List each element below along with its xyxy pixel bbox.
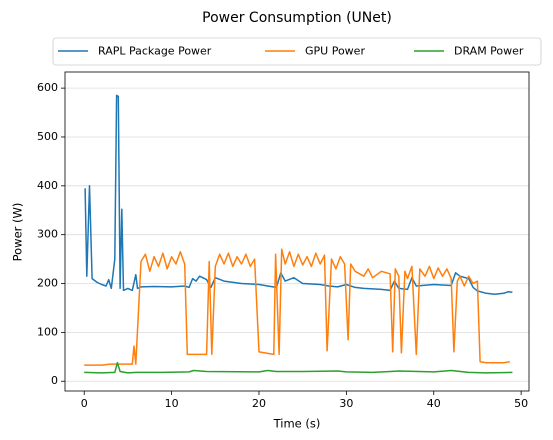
y-tick-label: 500	[37, 130, 58, 143]
x-tick-label: 40	[427, 397, 441, 410]
x-tick-label: 30	[339, 397, 353, 410]
y-tick-label: 0	[51, 374, 58, 387]
series-line	[84, 361, 513, 374]
x-tick-label: 0	[81, 397, 88, 410]
legend-label: DRAM Power	[454, 45, 524, 58]
x-tick-label: 50	[514, 397, 528, 410]
legend-label: RAPL Package Power	[98, 45, 212, 58]
legend-label: GPU Power	[305, 45, 365, 58]
y-tick-label: 600	[37, 81, 58, 94]
x-tick-label: 10	[165, 397, 179, 410]
chart-title: Power Consumption (UNet)	[202, 10, 392, 26]
x-axis-label: Time (s)	[273, 417, 321, 431]
y-tick-label: 400	[37, 179, 58, 192]
x-tick-label: 20	[252, 397, 266, 410]
series-line	[84, 94, 513, 296]
y-tick-label: 200	[37, 277, 58, 290]
legend-frame	[52, 37, 542, 66]
plot-frame	[64, 71, 530, 392]
y-axis-label: Power (W)	[11, 203, 25, 262]
legend: RAPL Package Power GPU Power DRAM Power	[52, 37, 542, 66]
y-tick-label: 300	[37, 228, 58, 241]
series-line	[84, 248, 510, 366]
y-tick-label: 100	[37, 325, 58, 338]
